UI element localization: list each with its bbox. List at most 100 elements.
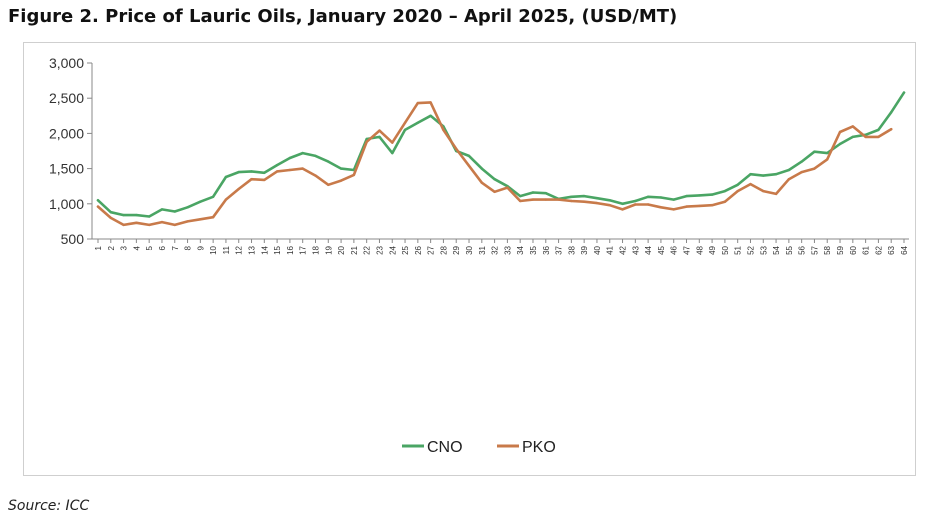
data-point-pko bbox=[506, 186, 509, 189]
x-tick-label: 16 bbox=[286, 245, 295, 254]
data-point-pko bbox=[851, 125, 854, 128]
data-point-cno bbox=[378, 135, 381, 139]
data-point-pko bbox=[826, 158, 829, 161]
x-tick-label: 27 bbox=[427, 245, 436, 254]
x-tick-label: 63 bbox=[887, 245, 896, 254]
data-point-cno bbox=[813, 150, 816, 153]
x-tick-label: 52 bbox=[746, 245, 755, 254]
x-tick-label: 14 bbox=[260, 245, 269, 254]
chart-legend: CNO PKO bbox=[402, 439, 556, 456]
x-tick-label: 43 bbox=[631, 245, 640, 254]
data-point-cno bbox=[186, 206, 189, 209]
data-point-cno bbox=[160, 208, 164, 211]
x-tick-label: 45 bbox=[657, 245, 666, 254]
data-point-cno bbox=[531, 191, 535, 194]
data-point-cno bbox=[429, 114, 432, 118]
data-point-pko bbox=[301, 167, 304, 170]
data-point-pko bbox=[250, 178, 253, 181]
x-tick-label: 24 bbox=[388, 245, 397, 254]
data-point-cno bbox=[237, 170, 240, 174]
data-point-cno bbox=[774, 173, 778, 176]
x-tick-label: 58 bbox=[823, 245, 832, 254]
data-point-pko bbox=[148, 223, 151, 227]
data-point-cno bbox=[583, 194, 586, 198]
data-point-cno bbox=[288, 156, 292, 160]
data-point-pko bbox=[327, 183, 330, 186]
x-tick-label: 3 bbox=[120, 245, 129, 250]
data-point-pko bbox=[199, 218, 202, 221]
y-axis: 500 1,000 1,500 2,000 2,500 3,000 bbox=[49, 55, 93, 247]
x-tick-label: 29 bbox=[452, 245, 461, 254]
data-point-cno bbox=[544, 192, 547, 195]
x-tick-label: 6 bbox=[158, 245, 167, 250]
data-point-pko bbox=[186, 220, 189, 223]
data-point-cno bbox=[109, 211, 113, 214]
x-tick-label: 61 bbox=[862, 245, 871, 254]
data-point-pko bbox=[109, 216, 113, 220]
x-tick-label: 32 bbox=[491, 245, 500, 254]
data-point-pko bbox=[416, 101, 419, 105]
data-point-pko bbox=[480, 181, 483, 184]
x-tick-label: 2 bbox=[107, 245, 116, 250]
data-point-cno bbox=[135, 213, 138, 217]
data-point-pko bbox=[864, 135, 867, 139]
data-point-cno bbox=[826, 151, 829, 155]
x-tick-label: 48 bbox=[695, 245, 704, 254]
data-point-cno bbox=[314, 154, 317, 158]
data-point-cno bbox=[493, 178, 496, 181]
data-point-cno bbox=[148, 215, 151, 218]
x-tick-label: 51 bbox=[734, 245, 743, 254]
figure-title: Figure 2. Price of Lauric Oils, January … bbox=[8, 6, 678, 27]
data-point-cno bbox=[467, 154, 471, 158]
data-point-cno bbox=[211, 195, 215, 198]
data-point-pko bbox=[339, 179, 343, 182]
y-tick-label: 2,500 bbox=[49, 90, 84, 106]
data-point-pko bbox=[429, 101, 432, 104]
x-tick-label: 47 bbox=[683, 245, 692, 254]
data-point-cno bbox=[301, 151, 304, 155]
x-tick-label: 20 bbox=[337, 245, 346, 254]
x-tick-label: 40 bbox=[593, 245, 602, 254]
x-tick-label: 13 bbox=[248, 245, 257, 254]
chart-frame: 500 1,000 1,500 2,000 2,500 3,000 1 2 3 4 5 6 7 8 9 10… bbox=[23, 42, 916, 476]
data-point-cno bbox=[749, 173, 752, 176]
data-point-pko bbox=[135, 221, 138, 224]
x-tick-label: 18 bbox=[311, 245, 320, 254]
data-point-pko bbox=[314, 174, 317, 177]
data-point-pko bbox=[838, 130, 842, 134]
x-tick-label: 15 bbox=[273, 245, 282, 254]
data-point-pko bbox=[544, 198, 547, 201]
x-tick-label: 53 bbox=[759, 245, 768, 254]
data-point-cno bbox=[173, 210, 176, 213]
x-tick-label: 64 bbox=[900, 245, 909, 254]
data-point-cno bbox=[762, 174, 765, 177]
data-point-cno bbox=[710, 193, 714, 196]
data-point-pko bbox=[698, 204, 701, 208]
x-tick-label: 33 bbox=[503, 245, 512, 254]
data-point-pko bbox=[659, 206, 663, 209]
x-tick-label: 31 bbox=[478, 245, 487, 254]
x-tick-label: 50 bbox=[721, 245, 730, 254]
y-tick-label: 500 bbox=[61, 231, 85, 247]
legend-label-cno: CNO bbox=[427, 439, 463, 456]
data-point-cno bbox=[403, 128, 407, 132]
data-point-cno bbox=[890, 111, 893, 114]
data-point-pko bbox=[531, 198, 535, 201]
data-point-cno bbox=[263, 171, 266, 174]
x-tick-label: 19 bbox=[324, 245, 333, 254]
data-point-pko bbox=[774, 192, 778, 196]
x-tick-label: 17 bbox=[299, 245, 308, 254]
x-tick-label: 11 bbox=[222, 245, 231, 254]
data-point-cno bbox=[736, 183, 739, 186]
data-point-cno bbox=[275, 163, 279, 167]
data-point-pko bbox=[595, 201, 599, 205]
data-point-cno bbox=[595, 197, 599, 200]
x-tick-label: 23 bbox=[375, 245, 384, 254]
data-point-cno bbox=[723, 189, 727, 193]
data-point-cno bbox=[339, 167, 343, 170]
data-point-pko bbox=[237, 187, 240, 191]
data-point-pko bbox=[634, 203, 637, 206]
data-point-cno bbox=[224, 175, 228, 179]
data-point-cno bbox=[698, 194, 701, 197]
